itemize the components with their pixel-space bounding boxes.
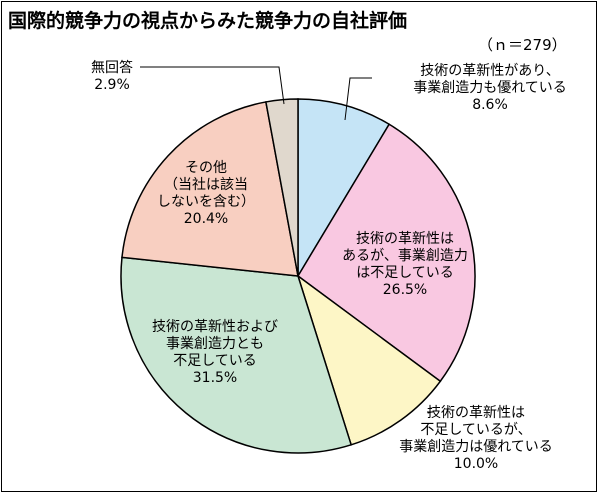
chart-title: 国際的競争力の視点からみた競争力の自社評価 [8, 10, 408, 32]
slice-label-2: 技術の革新性はあるが、事業創造力は不足している 26.5% [342, 231, 468, 298]
pie-slice-1 [297, 98, 391, 279]
leader-line-1 [344, 77, 372, 121]
pie-slice-6 [265, 98, 299, 277]
slice-label-5: その他（当社は該当しないを含む） 20.4% [157, 160, 255, 227]
pie-slice-2 [297, 123, 476, 383]
slice-label-3: 技術の革新性は不足しているが、事業創造力は優れている 10.0% [399, 405, 553, 472]
sample-size-label: （ｎ＝279） [478, 36, 567, 54]
leader-line-6 [140, 66, 285, 105]
pie-slice-5 [121, 101, 299, 277]
slice-label-4: 技術の革新性および事業創造力とも不足している 31.5% [152, 319, 278, 386]
pie-slice-3 [296, 274, 442, 446]
pie-slice-4 [120, 256, 353, 454]
slice-label-1: 技術の革新性があり、事業創造力も優れている 8.6% [413, 63, 567, 113]
slice-label-6: 無回答 2.9% [91, 59, 133, 93]
